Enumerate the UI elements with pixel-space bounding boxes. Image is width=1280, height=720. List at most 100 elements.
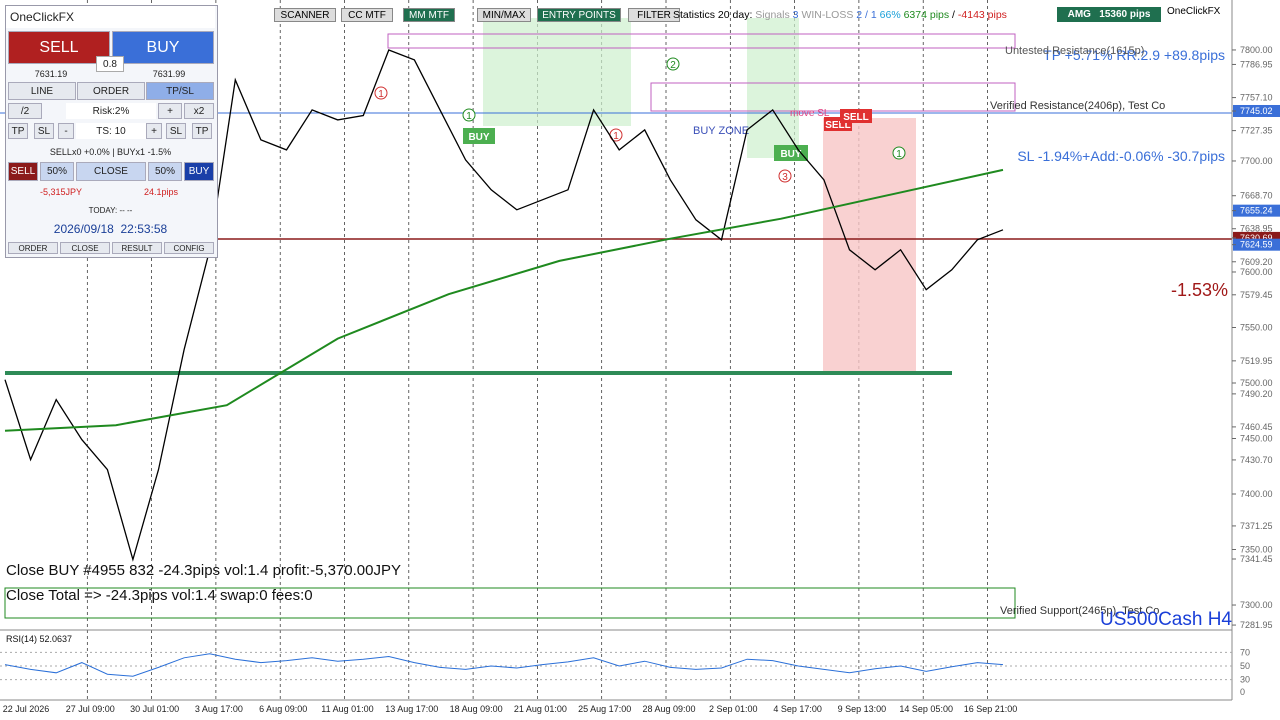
marker xyxy=(778,169,792,183)
x-tick-label: 30 Jul 01:00 xyxy=(130,704,179,714)
marker-text: 1 xyxy=(466,111,472,122)
tab[interactable]: LINE xyxy=(8,82,76,100)
sell-button[interactable]: SELL xyxy=(8,31,110,64)
x-tick-label: 11 Aug 01:00 xyxy=(321,704,373,714)
toolbar-button[interactable]: FILTER xyxy=(628,8,680,22)
today: TODAY: -- -- xyxy=(88,205,133,215)
resistance-label: Verified Resistance(2406p), Test Co xyxy=(990,100,1165,112)
y-tick-label: 7745.02 xyxy=(1240,106,1273,116)
tp-label: TP +5.71% RR:2.9 +89.8pips xyxy=(1043,47,1225,63)
positions: SELLx0 +0.0% | BUYx1 -1.5% xyxy=(49,147,172,157)
y-tick-label: 7350.00 xyxy=(1240,545,1273,555)
footer-button[interactable]: CLOSE xyxy=(60,242,110,254)
price-tag xyxy=(1233,204,1280,217)
close-button[interactable]: CLOSE xyxy=(76,162,146,181)
stats-value: 2 / 1 xyxy=(856,9,877,21)
y-tick-label: 7579.45 xyxy=(1240,290,1273,300)
y-tick-label: 7341.45 xyxy=(1240,554,1273,564)
ts: TS: 10 xyxy=(76,123,146,139)
bid: 7631.19 xyxy=(34,69,68,79)
y-tick-label: 7281.95 xyxy=(1240,620,1273,630)
x-tick-label: 2 Sep 01:00 xyxy=(709,704,758,714)
sell-flag-text: SELL xyxy=(843,112,869,123)
footer-button[interactable]: CONFIG xyxy=(164,242,214,254)
signal-zone xyxy=(747,18,799,158)
x-tick-label: 21 Aug 01:00 xyxy=(514,704,567,714)
footer-button[interactable]: ORDER xyxy=(8,242,58,254)
y-tick-label: 7624.59 xyxy=(1240,240,1273,250)
pips: 24.1pips xyxy=(143,187,179,197)
y-tick-label: 7519.95 xyxy=(1240,356,1273,366)
zone-label: BUY ZONE xyxy=(693,125,749,137)
toolbar-button[interactable]: ENTRY POINTS xyxy=(537,8,621,22)
risk-button[interactable]: + xyxy=(158,103,182,119)
close-button[interactable]: SELL xyxy=(8,162,38,181)
y-tick-label: 7371.25 xyxy=(1240,521,1273,531)
marker-text: 1 xyxy=(613,131,619,142)
ts-button[interactable]: + xyxy=(146,123,162,139)
rsi-title: RSI(14) 52.0637 xyxy=(6,634,72,644)
footer-button[interactable]: RESULT xyxy=(112,242,162,254)
stats-value: -4143 pips xyxy=(957,9,1007,21)
x-tick-label: 9 Sep 13:00 xyxy=(838,704,887,714)
ts-button[interactable]: SL xyxy=(166,123,186,139)
toolbar-button[interactable]: MIN/MAX xyxy=(477,8,531,22)
y-tick-label: 7700.00 xyxy=(1240,156,1273,166)
x-tick-label: 14 Sep 05:00 xyxy=(899,704,953,714)
toolbar-button[interactable]: CC MTF xyxy=(341,8,393,22)
y-tick-label: 7550.00 xyxy=(1240,322,1273,332)
rsi-tick-label: 30 xyxy=(1240,675,1250,685)
y-tick-label: 7786.95 xyxy=(1240,59,1273,69)
rsi-tick-label: 70 xyxy=(1240,647,1250,657)
lot-input[interactable]: 0.8 xyxy=(96,56,124,72)
y-tick-label: 7800.00 xyxy=(1240,45,1273,55)
buy-flag-text: BUY xyxy=(468,132,489,143)
tab[interactable]: ORDER xyxy=(77,82,145,100)
buy-flag-text: BUY xyxy=(780,149,801,160)
ts-button[interactable]: SL xyxy=(34,123,54,139)
resistance-box xyxy=(387,33,1016,49)
stats-value: 3 xyxy=(792,9,799,21)
ts-button[interactable]: - xyxy=(58,123,74,139)
tab[interactable]: TP/SL xyxy=(146,82,214,100)
panel-title: OneClickFX xyxy=(6,6,215,28)
resistance-label: Untested Resistance(1615p) xyxy=(1005,45,1144,57)
buy-button[interactable]: BUY xyxy=(112,31,214,64)
buy-flag xyxy=(463,128,495,144)
y-tick-label: 7460.45 xyxy=(1240,422,1273,432)
y-tick-label: 7727.35 xyxy=(1240,126,1273,136)
toolbar-button[interactable]: SCANNER xyxy=(274,8,336,22)
toolbar-button[interactable]: MM MTF xyxy=(403,8,455,22)
ask: 7631.99 xyxy=(152,69,186,79)
marker-text: 1 xyxy=(896,149,902,160)
marker-text: 2 xyxy=(670,60,676,71)
stats-sep: / xyxy=(952,9,955,21)
y-tick-label: 7500.00 xyxy=(1240,378,1273,388)
y-tick-label: 7757.10 xyxy=(1240,93,1273,103)
risk-button[interactable]: x2 xyxy=(184,103,214,119)
x-tick-label: 6 Aug 09:00 xyxy=(259,704,307,714)
y-tick-label: 7490.20 xyxy=(1240,389,1273,399)
support-label: Verified Support(2465p), Test Co xyxy=(1000,605,1159,617)
ts-button[interactable]: TP xyxy=(8,123,28,139)
x-tick-label: 13 Aug 17:00 xyxy=(385,704,438,714)
sell-flag xyxy=(840,109,872,123)
y-tick-label: 7400.00 xyxy=(1240,489,1273,499)
y-tick-label: 7430.70 xyxy=(1240,455,1273,465)
x-tick-label: 25 Aug 17:00 xyxy=(578,704,631,714)
close-button[interactable]: 50% xyxy=(40,162,74,181)
marker xyxy=(374,86,388,100)
close-button[interactable]: 50% xyxy=(148,162,182,181)
clock: 2026/09/18 22:53:58 xyxy=(53,222,168,236)
ts-button[interactable]: TP xyxy=(192,123,212,139)
risk-button[interactable]: /2 xyxy=(8,103,42,119)
close-button[interactable]: BUY xyxy=(184,162,214,181)
symbol-label: US500Cash H4 xyxy=(1100,609,1232,630)
trade-panel: OneClickFX SELL BUY 0.8 7631.19 7631.99 … xyxy=(5,5,218,258)
y-tick-label: 7630.69 xyxy=(1240,233,1273,243)
rsi-line xyxy=(4,653,1004,677)
marker xyxy=(666,57,680,71)
y-tick-label: 7655.24 xyxy=(1240,206,1273,216)
